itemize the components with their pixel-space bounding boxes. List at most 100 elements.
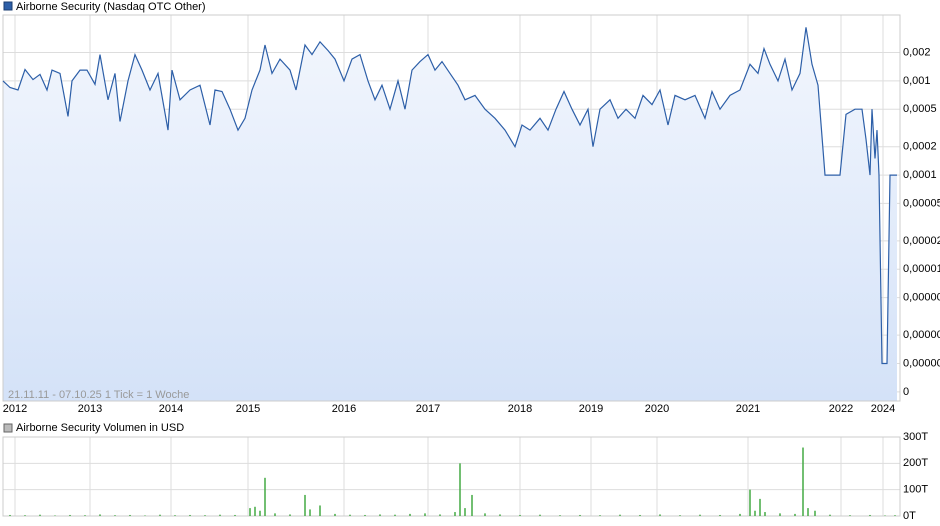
volume-bar: [114, 515, 116, 516]
x-tick-label: 2013: [78, 403, 102, 415]
y-tick-label: 100T: [903, 484, 928, 496]
volume-bar: [739, 513, 741, 516]
volume-bar: [159, 514, 161, 516]
volume-bar: [471, 494, 473, 516]
volume-bar: [304, 494, 306, 516]
volume-bar: [259, 510, 261, 516]
volume-bar: [54, 515, 56, 516]
volume-bar: [219, 514, 221, 516]
volume-bar: [619, 514, 621, 516]
volume-bar: [129, 514, 131, 516]
volume-bar: [69, 514, 71, 516]
x-tick-label: 2024: [871, 403, 895, 415]
volume-bar: [39, 514, 41, 516]
y-tick-label: 0,00000: [903, 357, 940, 369]
x-tick-label: 2018: [508, 403, 532, 415]
y-tick-label: 200T: [903, 457, 928, 469]
y-tick-label: 0,001: [903, 75, 931, 87]
volume-bar: [334, 513, 336, 516]
volume-bar: [779, 513, 781, 516]
volume-bar: [884, 515, 886, 516]
y-tick-label: 300T: [903, 431, 928, 443]
y-tick-label: 0,00001: [903, 263, 940, 275]
volume-bar: [869, 514, 871, 516]
volume-bar: [424, 513, 426, 516]
price-line: [2, 27, 897, 365]
x-tick-label: 2014: [159, 403, 183, 415]
volume-bar: [254, 506, 256, 516]
volume-bar: [409, 513, 411, 516]
volume-bar: [719, 514, 721, 516]
volume-bar: [829, 514, 831, 516]
y-tick-label: 0,00002: [903, 235, 940, 247]
y-tick-label: 0,0005: [903, 103, 937, 115]
legend-label: Airborne Security Volumen in USD: [16, 422, 184, 434]
volume-bar: [659, 514, 661, 516]
y-tick-label: 0,00000: [903, 292, 940, 304]
volume-bar: [99, 514, 101, 516]
y-tick-label: 0T: [903, 510, 916, 522]
volume-bar: [794, 513, 796, 516]
x-tick-label: 2015: [236, 403, 260, 415]
volume-frame: [2, 436, 901, 517]
volume-bar: [439, 514, 441, 516]
volume-bar: [454, 512, 456, 516]
volume-bar: [189, 514, 191, 516]
volume-bar: [559, 515, 561, 516]
volume-bar: [894, 515, 896, 516]
volume-bar: [274, 513, 276, 516]
volume-bar: [464, 508, 466, 516]
x-tick-label: 2019: [579, 403, 603, 415]
volume-bar: [249, 508, 251, 516]
volume-bar: [459, 463, 461, 516]
volume-bar: [174, 515, 176, 516]
volume-bar: [749, 489, 751, 516]
volume-bar: [24, 515, 26, 516]
y-tick-label: 0,0001: [903, 169, 937, 181]
x-tick-label: 2017: [416, 403, 440, 415]
volume-bar: [349, 514, 351, 516]
volume-bar: [289, 514, 291, 516]
volume-bar: [764, 512, 766, 516]
volume-bar: [639, 514, 641, 516]
legend-swatch: [3, 423, 13, 433]
volume-bar: [539, 514, 541, 516]
volume-bar: [807, 508, 809, 516]
volume-bar: [309, 509, 311, 516]
area: [3, 27, 897, 402]
y-tick-label: 0,0002: [903, 141, 937, 153]
volume-bar: [679, 515, 681, 516]
volume-bar: [754, 510, 756, 516]
volume-bar: [379, 514, 381, 516]
volume-bar: [364, 514, 366, 516]
volume-bar: [849, 515, 851, 516]
legend-label: Airborne Security (Nasdaq OTC Other): [16, 1, 206, 13]
volume-bar: [519, 514, 521, 516]
legend-swatch: [3, 1, 13, 11]
x-tick-label: 2020: [645, 403, 669, 415]
volume-bar: [499, 514, 501, 516]
x-tick-label: 2012: [3, 403, 27, 415]
volume-bar: [204, 515, 206, 516]
volume-bar: [814, 510, 816, 516]
price-frame: [2, 14, 901, 402]
x-tick-label: 2021: [736, 403, 760, 415]
annotation: 21.11.11 - 07.10.25 1 Tick = 1 Woche: [8, 389, 189, 401]
volume-bar: [579, 514, 581, 516]
x-tick-label: 2022: [829, 403, 853, 415]
y-tick-label: 0: [903, 386, 909, 398]
volume-bar: [484, 513, 486, 516]
volume-bar: [599, 515, 601, 516]
y-tick-label: 0,00005: [903, 197, 940, 209]
volume-bar: [264, 477, 266, 516]
volume-bar: [802, 447, 804, 516]
y-tick-label: 0,002: [903, 46, 931, 58]
volume-bar: [84, 515, 86, 516]
volume-bar: [394, 514, 396, 516]
volume-bar: [319, 505, 321, 516]
volume-bar: [234, 514, 236, 516]
volume-bar: [9, 514, 11, 516]
volume-bar: [144, 515, 146, 516]
y-tick-label: 0,00000: [903, 329, 940, 341]
